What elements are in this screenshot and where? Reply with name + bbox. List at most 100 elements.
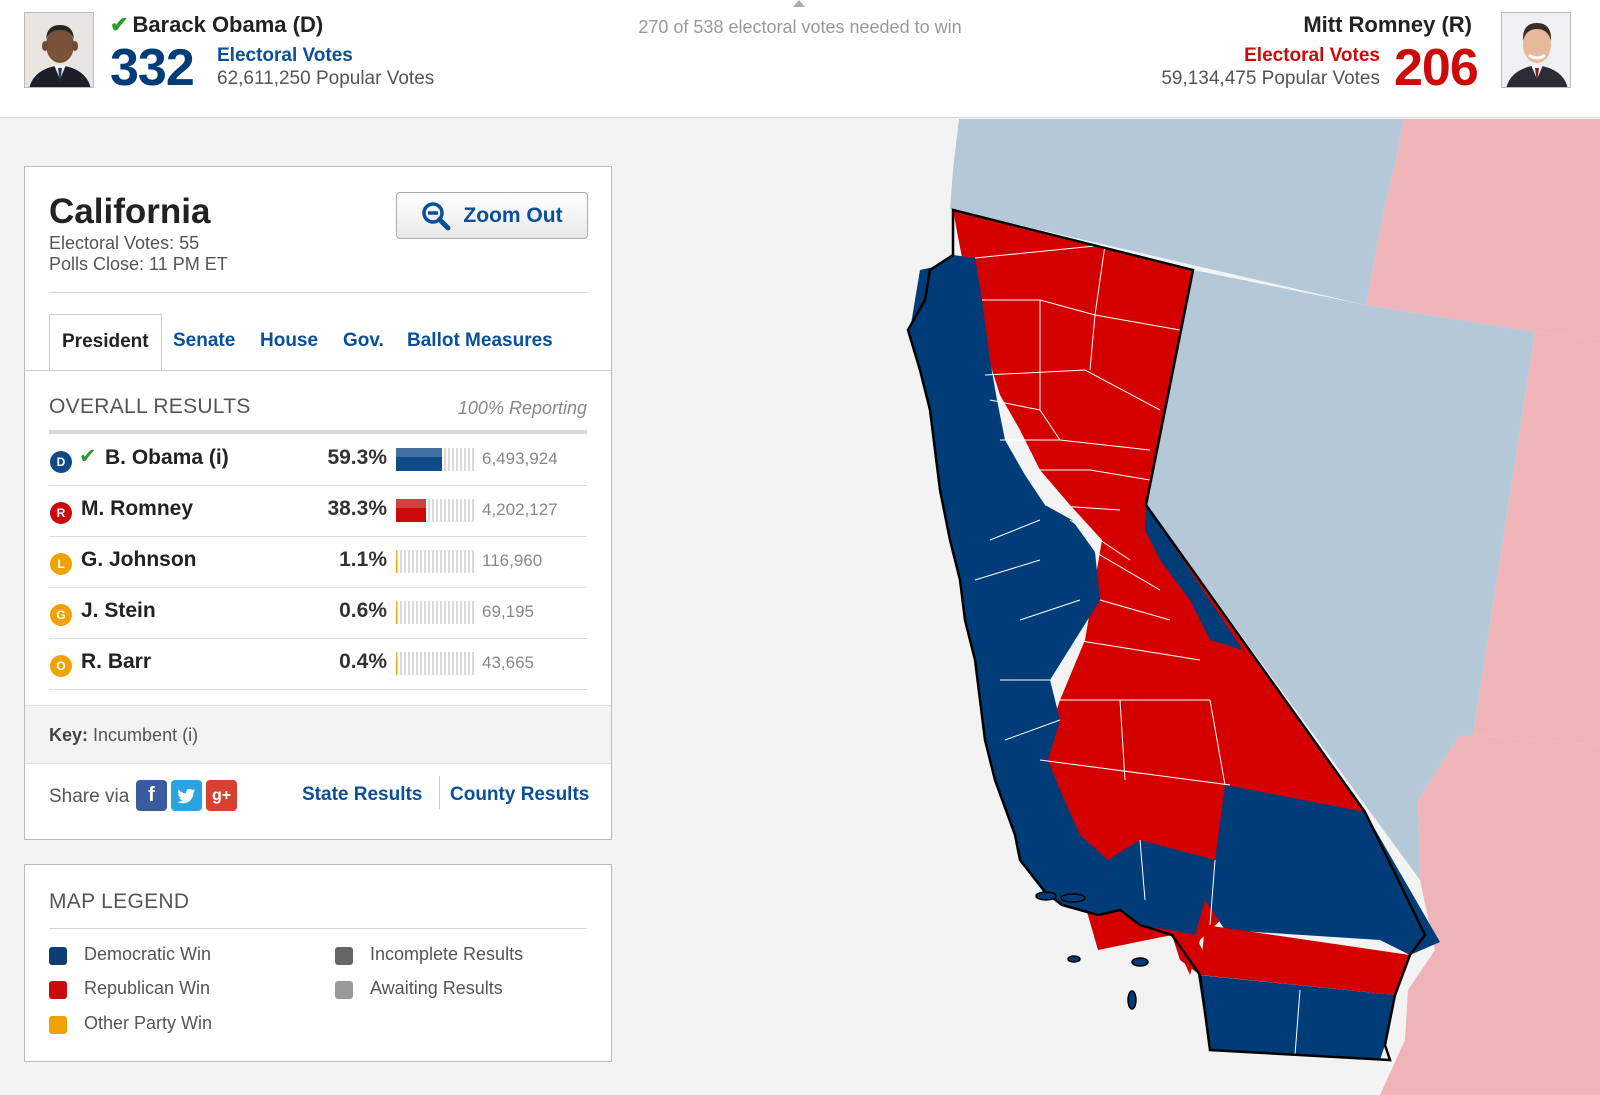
tab-governor[interactable]: Gov. [343, 330, 384, 351]
tab-senate[interactable]: Senate [173, 330, 236, 351]
romney-avatar [1501, 12, 1571, 88]
party-badge: L [50, 553, 72, 575]
state-map[interactable] [620, 119, 1600, 1095]
county-borders [974, 244, 1301, 1056]
party-badge: D [50, 451, 72, 473]
tab-president[interactable]: President [49, 314, 162, 371]
key-band: Key: Incumbent (i) [25, 705, 611, 764]
candidate-name: G. Johnson [81, 548, 197, 571]
candidate-percent: 0.6% [339, 599, 387, 622]
legend-label: Republican Win [84, 978, 211, 998]
state-electoral-votes: Electoral Votes: 55 [49, 233, 200, 253]
channel-islands [1035, 891, 1149, 1010]
tab-underline [25, 370, 611, 371]
ca-los-angeles [1098, 840, 1215, 935]
percent-bar-fill [396, 601, 397, 624]
romney-electoral-votes: 206 [1394, 39, 1479, 97]
obama-avatar [24, 12, 94, 88]
reporting-status: 100% Reporting [457, 398, 587, 418]
romney-popular-votes: 59,134,475 Popular Votes [1161, 68, 1380, 89]
idaho-region [1366, 119, 1600, 339]
percent-bar [396, 601, 474, 624]
results-rule [49, 430, 587, 434]
ca-san-diego-imperial [1198, 975, 1395, 1060]
legend-label: Incomplete Results [370, 944, 524, 964]
party-badge: R [50, 502, 72, 524]
winner-check-icon: ✔ [110, 12, 129, 37]
share-label: Share via [49, 786, 130, 807]
legend-swatch [335, 947, 353, 965]
needed-marker-icon [793, 0, 805, 7]
ca-coastal-democratic [908, 255, 1108, 915]
facebook-icon[interactable]: f [136, 780, 167, 811]
candidate-row: G J. Stein 0.6% 69,195 [49, 588, 587, 639]
legend-rule [49, 928, 587, 929]
percent-bar [396, 448, 474, 471]
legend-swatch [49, 1016, 67, 1034]
results-header: ✔ Barack Obama (D) 332 Electoral Votes 62… [0, 0, 1600, 118]
overall-results-title: OVERALL RESULTS [49, 395, 251, 418]
obama-popular-votes: 62,611,250 Popular Votes [217, 68, 435, 89]
utah-region [1473, 332, 1600, 745]
candidate-name: M. Romney [81, 497, 194, 520]
percent-bar-fill [396, 652, 397, 675]
candidate-votes: 116,960 [482, 551, 543, 570]
state-title: California [49, 192, 211, 231]
candidate-votes: 6,493,924 [482, 449, 558, 468]
ca-orange [1172, 935, 1210, 975]
percent-bar-fill [396, 499, 426, 522]
panel-divider [49, 292, 587, 293]
legend-label: Democratic Win [84, 944, 212, 964]
zoom-out-label: Zoom Out [463, 203, 563, 227]
state-results-link[interactable]: State Results [302, 784, 423, 805]
ca-san-bernardino [1205, 785, 1440, 955]
candidate-row: R M. Romney 38.3% 4,202,127 [49, 486, 587, 537]
zoom-out-icon [422, 201, 451, 230]
nevada-region [1146, 270, 1535, 880]
google-plus-icon[interactable]: g+ [206, 780, 237, 811]
state-polls-close: Polls Close: 11 PM ET [49, 254, 228, 274]
map-legend: MAP LEGEND Democratic Win Republican Win O… [24, 864, 612, 1062]
legend-title: MAP LEGEND [49, 890, 190, 913]
legend-label: Other Party Win [84, 1013, 213, 1033]
candidate-name: B. Obama (i) [105, 446, 229, 469]
legend-swatch [335, 981, 353, 999]
ca-southeast-democratic [1145, 505, 1243, 650]
party-badge: O [50, 655, 72, 677]
obama-name: ✔ Barack Obama (D) [110, 12, 324, 37]
percent-bar [396, 499, 474, 522]
percent-bar [396, 652, 474, 675]
winner-check-icon: ✔ [79, 445, 97, 468]
candidate-percent: 0.4% [339, 650, 387, 673]
candidate-row: O R. Barr 0.4% 43,665 [49, 639, 587, 690]
race-tabs: President Senate House Gov. Ballot Measu… [49, 314, 612, 371]
candidate-name: R. Barr [81, 650, 152, 673]
party-badge: G [50, 604, 72, 626]
legend-swatch [49, 947, 67, 965]
link-separator [439, 776, 440, 809]
romney-ev-label: Electoral Votes [1244, 45, 1380, 66]
percent-bar-fill [396, 448, 443, 471]
percent-bar [396, 550, 474, 573]
votes-needed-text: 270 of 538 electoral votes needed to win [638, 17, 962, 37]
state-panel: California Electoral Votes: 55 Polls Clo… [24, 166, 612, 840]
tab-house[interactable]: House [260, 330, 319, 351]
obama-ev-label: Electoral Votes [217, 45, 353, 66]
candidate-percent: 59.3% [327, 446, 387, 469]
tab-ballot-measures[interactable]: Ballot Measures [407, 330, 553, 351]
obama-electoral-votes: 332 [110, 39, 195, 97]
legend-label: Awaiting Results [370, 978, 503, 998]
key-text: Key: Incumbent (i) [49, 725, 199, 745]
percent-bar-fill [396, 550, 397, 573]
candidate-row: L G. Johnson 1.1% 116,960 [49, 537, 587, 588]
candidate-votes: 43,665 [482, 653, 534, 672]
zoom-out-button[interactable]: Zoom Out [396, 192, 588, 239]
california-outline [906, 208, 1427, 1062]
candidate-votes: 4,202,127 [482, 500, 558, 519]
twitter-icon[interactable] [171, 780, 202, 811]
candidate-name: J. Stein [81, 599, 156, 622]
county-results-link[interactable]: County Results [450, 784, 590, 805]
romney-name: Mitt Romney (R) [1303, 12, 1472, 37]
ca-riverside [1200, 925, 1410, 995]
candidate-row: D ✔ B. Obama (i) 59.3% 6,493,924 [49, 435, 587, 486]
